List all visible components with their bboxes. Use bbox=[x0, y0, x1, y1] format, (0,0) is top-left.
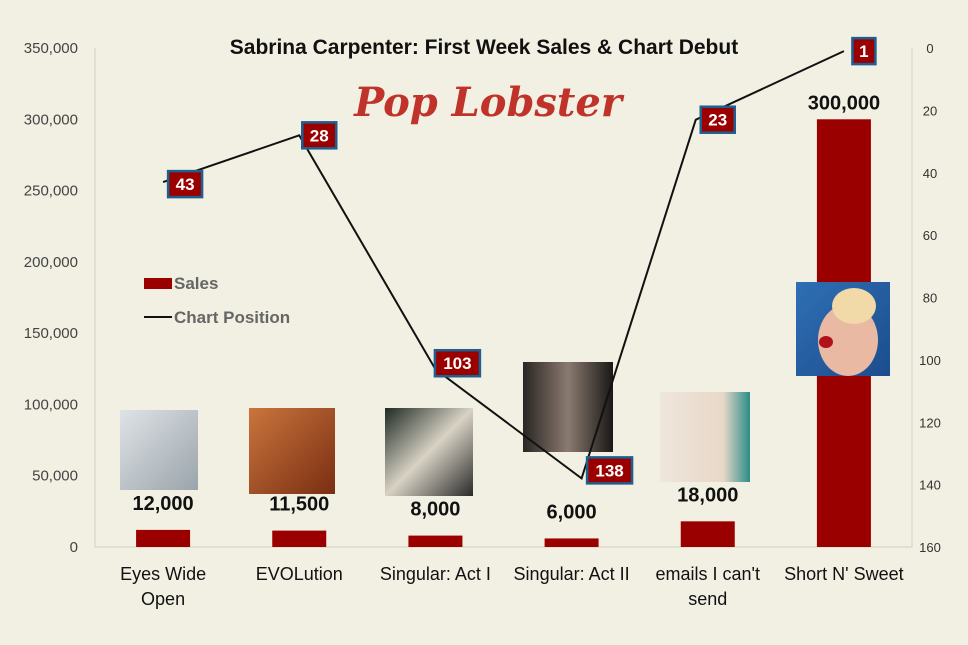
album-covers bbox=[120, 282, 890, 496]
sales-bar bbox=[680, 521, 735, 547]
legend-position-label: Chart Position bbox=[174, 308, 290, 327]
category-label: send bbox=[688, 589, 727, 609]
right-tick-label: 140 bbox=[919, 478, 941, 493]
category-label: Singular: Act II bbox=[514, 564, 630, 584]
chart-position-markers: 43 28 103 138 23 1 bbox=[166, 36, 877, 485]
marker-label: 43 bbox=[176, 175, 195, 194]
marker-box bbox=[433, 348, 482, 378]
sales-bar bbox=[408, 535, 463, 547]
sales-value-label: 300,000 bbox=[808, 92, 880, 114]
sales-value-label: 8,000 bbox=[410, 499, 460, 521]
album-cover-fill bbox=[120, 410, 198, 490]
sales-value-label: 6,000 bbox=[547, 501, 597, 523]
right-tick-label: 80 bbox=[923, 291, 937, 306]
album-cover-image bbox=[385, 408, 473, 496]
category-label: Open bbox=[141, 589, 185, 609]
right-tick-label: 60 bbox=[923, 228, 937, 243]
category-label: Singular: Act I bbox=[380, 564, 491, 584]
left-tick-label: 200,000 bbox=[24, 254, 78, 271]
album-cover-fill bbox=[523, 362, 613, 452]
marker-box bbox=[301, 121, 338, 150]
album-cover-fill bbox=[660, 392, 750, 482]
left-tick-label: 50,000 bbox=[32, 468, 78, 485]
category-label: emails I can't bbox=[656, 564, 760, 584]
legend: Sales Chart Position bbox=[144, 274, 290, 327]
album-cover-image bbox=[523, 362, 613, 452]
category-label: Short N' Sweet bbox=[784, 564, 904, 584]
chart-title: Sabrina Carpenter: First Week Sales & Ch… bbox=[230, 36, 738, 59]
right-tick-label: 0 bbox=[926, 41, 933, 56]
album-cover-image bbox=[249, 408, 335, 494]
left-tick-label: 350,000 bbox=[24, 40, 78, 57]
album-cover-image bbox=[660, 392, 750, 482]
marker-label: 138 bbox=[595, 461, 623, 480]
marker-label: 103 bbox=[443, 354, 471, 373]
left-tick-label: 100,000 bbox=[24, 396, 78, 413]
sales-value-label: 11,500 bbox=[269, 494, 329, 516]
right-tick-label: 160 bbox=[919, 540, 941, 555]
marker-box bbox=[699, 105, 736, 134]
category-label: Eyes Wide bbox=[120, 564, 206, 584]
right-tick-label: 20 bbox=[923, 103, 937, 118]
chart-position-marker: 23 bbox=[699, 105, 736, 134]
marker-box bbox=[166, 169, 204, 199]
album-cover-fill bbox=[385, 408, 473, 496]
sales-value-label: 18,000 bbox=[677, 484, 738, 506]
cover-kiss-mark bbox=[819, 336, 833, 348]
chart-position-marker: 138 bbox=[585, 456, 634, 485]
right-axis-ticks: 0 20 40 60 80 100 120 140 160 bbox=[919, 41, 941, 555]
sales-bar bbox=[136, 529, 191, 547]
cover-hair-shape bbox=[832, 288, 876, 324]
marker-box bbox=[585, 456, 634, 485]
marker-box bbox=[851, 36, 877, 66]
left-tick-label: 0 bbox=[70, 539, 78, 556]
left-tick-label: 300,000 bbox=[24, 111, 78, 128]
legend-sales-swatch bbox=[144, 278, 172, 289]
marker-label: 1 bbox=[859, 42, 868, 61]
chart-position-marker: 1 bbox=[851, 36, 877, 66]
category-label: EVOLution bbox=[256, 564, 343, 584]
sales-bar bbox=[272, 530, 327, 547]
sales-value-label: 12,000 bbox=[132, 493, 193, 515]
chart-position-marker: 28 bbox=[301, 121, 338, 150]
left-tick-label: 150,000 bbox=[24, 325, 78, 342]
left-tick-label: 250,000 bbox=[24, 183, 78, 200]
right-tick-label: 100 bbox=[919, 353, 941, 368]
album-cover-image bbox=[120, 410, 198, 490]
album-cover-fill bbox=[249, 408, 335, 494]
marker-label: 23 bbox=[708, 111, 727, 130]
chart-position-marker: 103 bbox=[433, 348, 482, 378]
marker-label: 28 bbox=[310, 126, 329, 145]
legend-sales-label: Sales bbox=[174, 274, 218, 293]
sales-value-labels: 12,000 11,500 8,000 6,000 18,000 300,000 bbox=[132, 92, 880, 523]
sales-bar bbox=[544, 538, 599, 547]
category-labels: Eyes Wide Open EVOLution Singular: Act I Sin… bbox=[120, 564, 904, 609]
right-tick-label: 120 bbox=[919, 415, 941, 430]
chart-position-marker: 43 bbox=[166, 169, 204, 199]
left-axis-ticks: 0 50,000 100,000 150,000 200,000 250,000 300,0… bbox=[24, 40, 78, 556]
sales-bars bbox=[136, 119, 871, 548]
pop-lobster-logo: Pop Lobster bbox=[353, 79, 625, 126]
right-tick-label: 40 bbox=[923, 166, 937, 181]
